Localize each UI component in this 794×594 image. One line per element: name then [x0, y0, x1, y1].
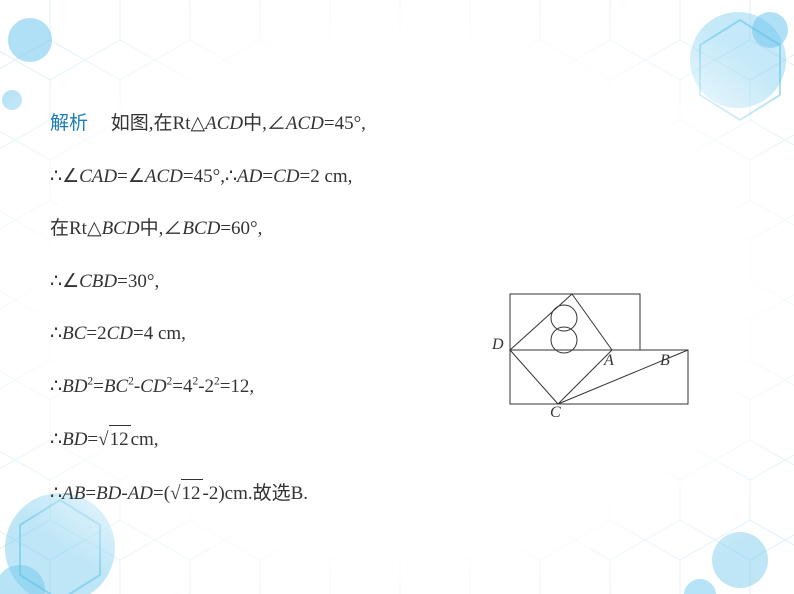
label-B: B [660, 352, 670, 370]
diagram-svg [504, 290, 694, 410]
analysis-label: 解析 [50, 113, 88, 134]
geometry-diagram: D A B C [504, 290, 694, 415]
line-3: 在Rt△BCD中,∠BCD=60°, [50, 215, 744, 244]
line-1: 解析 如图,在Rt△ACD中,∠ACD=45°, [50, 110, 744, 139]
line-7: ∴BD=√12cm, [50, 425, 744, 455]
label-C: C [550, 404, 561, 422]
line-2: ∴∠CAD=∠ACD=45°,∴AD=CD=2 cm, [50, 163, 744, 192]
sqrt-12-b: √12 [170, 479, 202, 509]
sqrt-12-a: √12 [98, 425, 130, 455]
line-8: ∴AB=BD-AD=(√12-2)cm.故选B. [50, 479, 744, 509]
label-D: D [492, 336, 504, 354]
label-A: A [604, 352, 614, 370]
